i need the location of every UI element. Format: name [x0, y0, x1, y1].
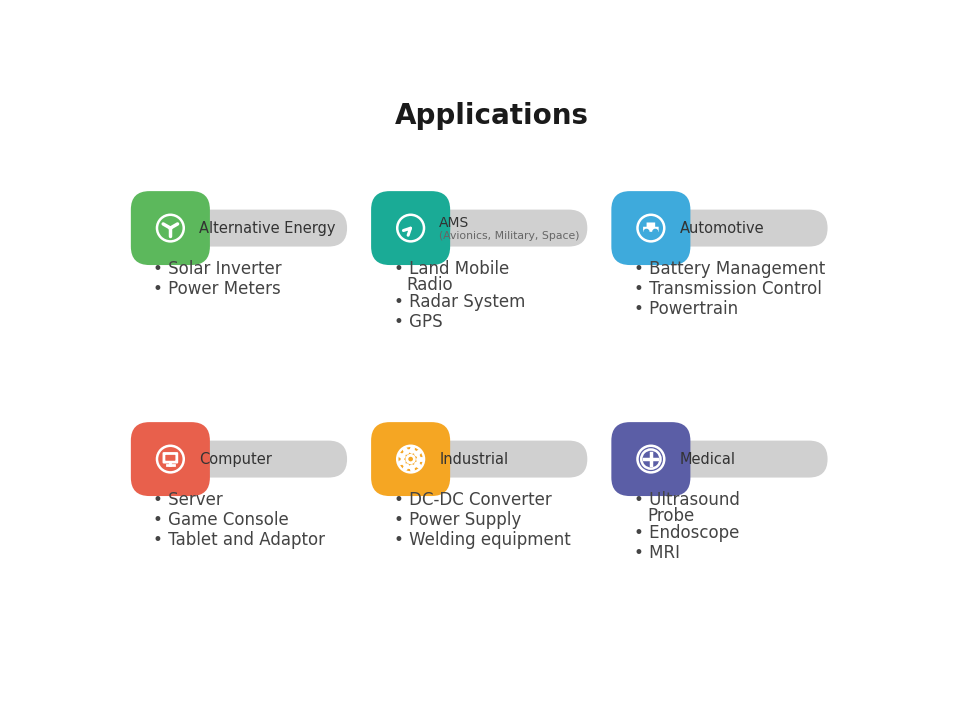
FancyBboxPatch shape [390, 210, 588, 246]
FancyBboxPatch shape [612, 191, 690, 265]
Text: Industrial: Industrial [440, 451, 509, 467]
Text: • Powertrain: • Powertrain [634, 300, 738, 318]
Text: Medical: Medical [680, 451, 735, 467]
Text: (Avionics, Military, Space): (Avionics, Military, Space) [440, 231, 580, 240]
Bar [649, 441, 676, 477]
FancyBboxPatch shape [612, 422, 690, 496]
FancyBboxPatch shape [131, 422, 210, 496]
FancyBboxPatch shape [643, 227, 659, 232]
FancyBboxPatch shape [630, 210, 690, 246]
Text: • Tablet and Adaptor: • Tablet and Adaptor [154, 531, 325, 549]
Text: • Endoscope: • Endoscope [634, 523, 739, 541]
Text: • Server: • Server [154, 492, 223, 510]
FancyBboxPatch shape [390, 210, 450, 246]
FancyBboxPatch shape [390, 441, 450, 477]
Circle shape [644, 230, 649, 234]
Text: Alternative Energy: Alternative Energy [199, 220, 336, 235]
Bar [649, 210, 676, 246]
Text: • GPS: • GPS [394, 312, 443, 330]
FancyBboxPatch shape [150, 210, 210, 246]
Text: AMS: AMS [440, 217, 469, 230]
Text: Probe: Probe [647, 507, 694, 525]
FancyBboxPatch shape [630, 441, 690, 477]
Bar [408, 210, 436, 246]
Text: • Transmission Control: • Transmission Control [634, 280, 822, 298]
Text: • Power Meters: • Power Meters [154, 280, 281, 298]
Text: • Welding equipment: • Welding equipment [394, 531, 570, 549]
Circle shape [169, 227, 172, 230]
FancyBboxPatch shape [630, 441, 828, 477]
FancyBboxPatch shape [372, 191, 450, 265]
FancyBboxPatch shape [372, 422, 450, 496]
Text: • MRI: • MRI [634, 544, 680, 562]
Text: Automotive: Automotive [680, 220, 764, 235]
Text: • Game Console: • Game Console [154, 511, 289, 529]
Text: • DC-DC Converter: • DC-DC Converter [394, 492, 551, 510]
Text: • Ultrasound: • Ultrasound [634, 492, 740, 510]
FancyBboxPatch shape [390, 441, 588, 477]
Text: • Battery Management: • Battery Management [634, 261, 825, 279]
Text: • Power Supply: • Power Supply [394, 511, 521, 529]
FancyBboxPatch shape [647, 222, 655, 228]
FancyBboxPatch shape [150, 441, 348, 477]
FancyBboxPatch shape [630, 210, 828, 246]
FancyBboxPatch shape [150, 441, 210, 477]
Circle shape [653, 230, 658, 234]
Bar [168, 210, 195, 246]
Text: Applications: Applications [395, 102, 589, 130]
FancyBboxPatch shape [150, 210, 348, 246]
Bar [168, 441, 195, 477]
Text: Radio: Radio [407, 276, 453, 294]
FancyBboxPatch shape [131, 191, 210, 265]
Text: • Solar Inverter: • Solar Inverter [154, 261, 282, 279]
Text: Computer: Computer [199, 451, 272, 467]
Bar [408, 441, 436, 477]
Text: • Radar System: • Radar System [394, 293, 525, 311]
Text: • Land Mobile: • Land Mobile [394, 261, 509, 279]
